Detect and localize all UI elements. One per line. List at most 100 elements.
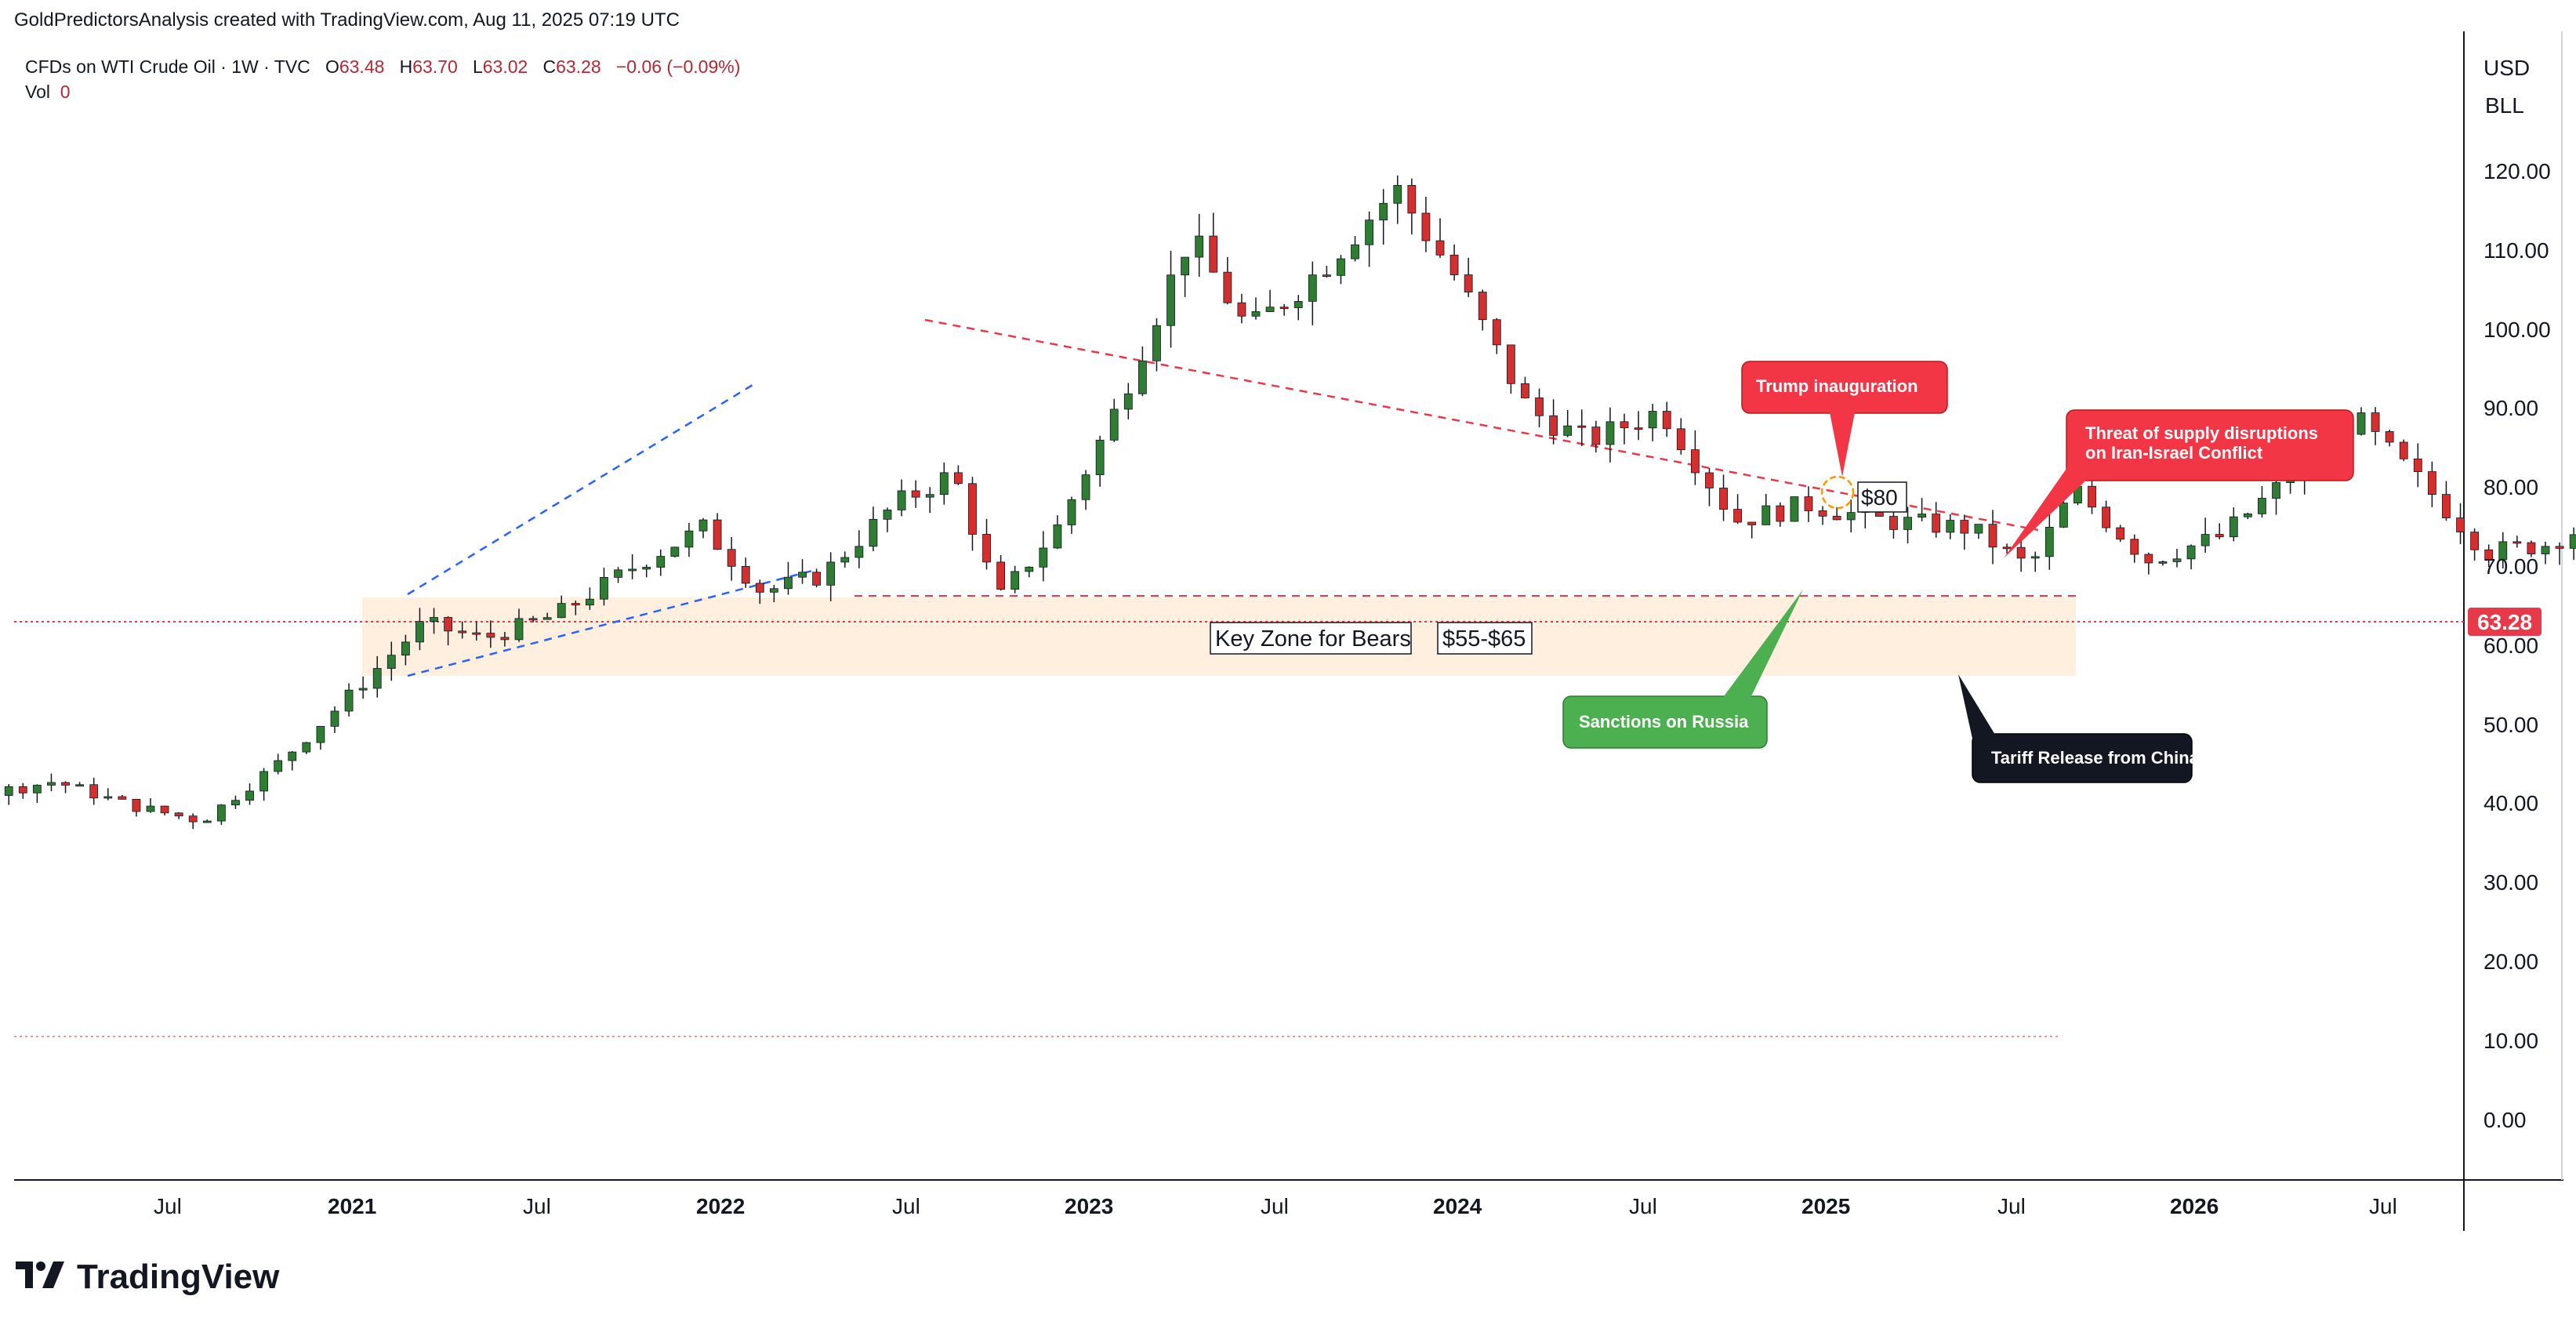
candle-down — [1591, 427, 1601, 445]
sanctions-callout — [1562, 695, 1768, 749]
candle-down — [1322, 274, 1331, 278]
candle-up — [2498, 541, 2508, 561]
candle-up — [698, 519, 708, 532]
eighty-label-box — [1857, 481, 1907, 513]
candle-down — [1549, 415, 1558, 436]
high-value: 63.70 — [412, 56, 458, 77]
y-tick-label: 20.00 — [2483, 949, 2538, 974]
candle-down — [1705, 472, 1714, 488]
tradingview-logo[interactable]: TradingView — [16, 1258, 279, 1297]
open-value: 63.48 — [339, 56, 385, 77]
x-tick-label: Jul — [154, 1194, 182, 1218]
threat-callout — [2066, 409, 2354, 481]
candle-up — [1039, 547, 1048, 568]
tariff-callout-text: Tariff Release from China — [1991, 748, 2200, 768]
y-tick-label: 120.00 — [2483, 159, 2551, 183]
key-zone-label: Key Zone for Bears — [1215, 626, 1411, 652]
symbol-legend[interactable]: CFDs on WTI Crude Oil · 1W · TVC O63.48 … — [25, 56, 740, 78]
candle-down — [2102, 506, 2111, 528]
currency-label[interactable]: USD — [2483, 56, 2530, 80]
candle-up — [47, 782, 56, 786]
candle-up — [1081, 474, 1090, 500]
candle-up — [1393, 185, 1402, 204]
candle-up — [316, 725, 325, 743]
candle-down — [1620, 421, 1629, 429]
volume-legend: Vol 0 — [25, 82, 71, 103]
candle-up — [2243, 514, 2252, 517]
candle-up — [2541, 546, 2550, 554]
candle-up — [146, 805, 155, 812]
symbol-name[interactable]: CFDs on WTI Crude Oil · 1W · TVC — [25, 56, 310, 77]
y-tick-label: 90.00 — [2483, 396, 2538, 420]
candle-up — [202, 820, 212, 823]
candle-up — [2044, 527, 2054, 557]
candle-up — [869, 518, 878, 547]
candle-up — [784, 576, 793, 590]
candle-down — [713, 519, 722, 550]
x-tick-label: Jul — [523, 1194, 551, 1218]
y-tick-label: 100.00 — [2483, 318, 2551, 342]
candle-up — [430, 617, 438, 623]
high-label: H — [399, 56, 413, 77]
candle-up — [1917, 514, 1927, 518]
candle-up — [274, 760, 283, 772]
time-axis[interactable]: Jul 2021 Jul 2022 Jul 2023 Jul 2024 Jul … — [154, 1194, 2397, 1218]
vol-label: Vol — [25, 82, 50, 102]
change-value: −0.06 (−0.09%) — [615, 56, 741, 77]
candle-down — [2385, 431, 2394, 443]
candle-up — [585, 598, 594, 606]
candle-up — [925, 494, 934, 498]
candle-up — [897, 490, 906, 510]
candle-up — [1365, 220, 1374, 245]
candle-up — [1379, 202, 1388, 221]
candle-up — [1846, 512, 1856, 521]
candle-up — [826, 561, 836, 586]
tariff-callout-pointer — [1958, 674, 1997, 739]
unit-label[interactable]: BLL — [2485, 93, 2524, 118]
sanctions-callout-pointer — [1722, 590, 1803, 699]
candle-up — [840, 557, 850, 563]
x-tick-label: Jul — [1261, 1194, 1289, 1218]
candle-down — [1719, 488, 1728, 510]
candle-up — [1351, 244, 1359, 260]
y-tick-label: 50.00 — [2483, 713, 2538, 737]
y-tick-label: 0.00 — [2483, 1108, 2527, 1132]
candle-down — [1464, 274, 1473, 292]
candle-up — [2059, 503, 2068, 528]
candle-down — [1690, 449, 1700, 474]
candle-down — [953, 472, 963, 485]
candle-down — [1577, 425, 1587, 428]
candle-down — [2399, 441, 2408, 459]
candle-down — [472, 632, 481, 635]
threat-callout-text-1: Threat of supply disruptions — [2085, 423, 2318, 443]
candle-down — [132, 799, 141, 812]
candle-up — [1181, 256, 1190, 276]
low-value: 63.02 — [482, 56, 528, 77]
price-axis[interactable]: 0.00 10.00 20.00 30.00 40.00 50.00 60.00… — [2483, 159, 2551, 1132]
candle-up — [1790, 496, 1799, 522]
candle-down — [61, 782, 70, 786]
y-tick-label: 80.00 — [2483, 475, 2538, 499]
candle-down — [1960, 520, 1969, 534]
candle-down — [118, 796, 127, 800]
candle-up — [939, 472, 949, 496]
y-tick-label: 70.00 — [2483, 554, 2538, 579]
candle-down — [812, 572, 822, 586]
candle-up — [1974, 524, 1983, 534]
candle-down — [2215, 534, 2224, 538]
y-tick-label: 40.00 — [2483, 791, 2538, 815]
candle-down — [1237, 302, 1246, 317]
candle-up — [358, 688, 368, 691]
candle-up — [1025, 566, 1034, 572]
candle-up — [344, 689, 354, 712]
zone-range-box — [1437, 622, 1533, 655]
candle-up — [1152, 325, 1161, 361]
candle-up — [2158, 561, 2168, 564]
candle-up — [557, 603, 566, 619]
y-tick-label: 30.00 — [2483, 870, 2538, 895]
candle-down — [1832, 515, 1841, 521]
candle-up — [769, 588, 778, 593]
price-chart[interactable]: 0.00 10.00 20.00 30.00 40.00 50.00 60.00… — [0, 0, 2576, 1254]
candle-down — [188, 815, 198, 822]
candle-up — [401, 641, 410, 656]
